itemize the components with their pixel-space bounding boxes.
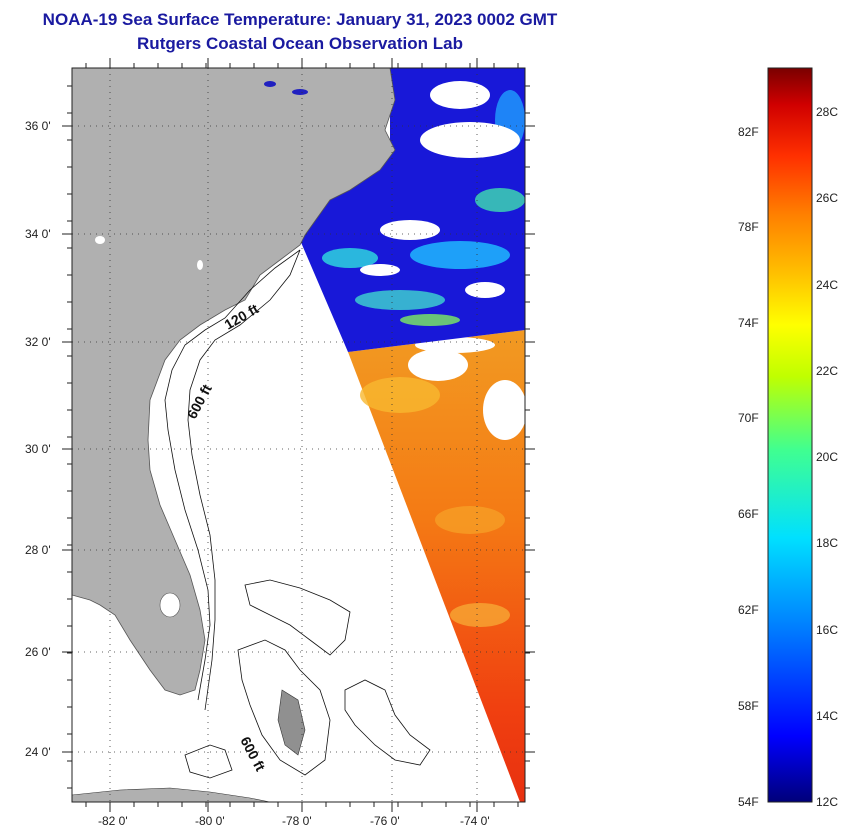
- colorbar-c-label: 12C: [816, 795, 838, 809]
- colorbar-c-label: 18C: [816, 536, 838, 550]
- map-grid: [72, 68, 525, 802]
- lon-label: -80 0': [195, 814, 225, 828]
- colorbar-f-label: 54F: [738, 795, 759, 809]
- lat-label: 34 0': [25, 227, 51, 241]
- andros-island: [277, 689, 306, 756]
- lat-label: 32 0': [25, 335, 51, 349]
- lat-label: 28 0': [25, 543, 51, 557]
- colorbar-f-label: 74F: [738, 316, 759, 330]
- lon-label: -76 0': [370, 814, 400, 828]
- map-title: NOAA-19 Sea Surface Temperature: January…: [42, 10, 558, 29]
- sst-swath-warm: [348, 330, 525, 802]
- lon-label: -82 0': [98, 814, 128, 828]
- colorbar-c-label: 14C: [816, 709, 838, 723]
- contour-600ft: [187, 249, 301, 711]
- lat-label: 30 0': [25, 442, 51, 456]
- colorbar-c-label: 22C: [816, 364, 838, 378]
- lat-label: 26 0': [25, 645, 51, 659]
- colorbar-c-label: 28C: [816, 105, 838, 119]
- map-ticks: [62, 58, 535, 812]
- colorbar-c-label: 26C: [816, 191, 838, 205]
- us-mainland: [72, 68, 396, 696]
- colorbar-f-label: 62F: [738, 603, 759, 617]
- colorbar-c-label: 24C: [816, 278, 838, 292]
- colorbar: [767, 67, 813, 803]
- map-subtitle: Rutgers Coastal Ocean Observation Lab: [137, 34, 463, 53]
- colorbar-f-label: 82F: [738, 125, 759, 139]
- colorbar-f-label: 66F: [738, 507, 759, 521]
- colorbar-c-label: 20C: [816, 450, 838, 464]
- lon-label: -78 0': [282, 814, 312, 828]
- bahamas-bank-north: [244, 579, 351, 656]
- lat-label: 36 0': [25, 119, 51, 133]
- cuba-land: [72, 787, 271, 802]
- colorbar-f-label: 78F: [738, 220, 759, 234]
- colorbar-f-label: 58F: [738, 699, 759, 713]
- colorbar-f-label: 70F: [738, 411, 759, 425]
- bahamas-east: [344, 679, 431, 766]
- contour-120ft: [164, 249, 301, 701]
- colorbar-c-label: 16C: [816, 623, 838, 637]
- cuba-coast: [184, 744, 233, 779]
- lon-label: -74 0': [460, 814, 490, 828]
- lat-label: 24 0': [25, 745, 51, 759]
- map-frame: [71, 67, 526, 803]
